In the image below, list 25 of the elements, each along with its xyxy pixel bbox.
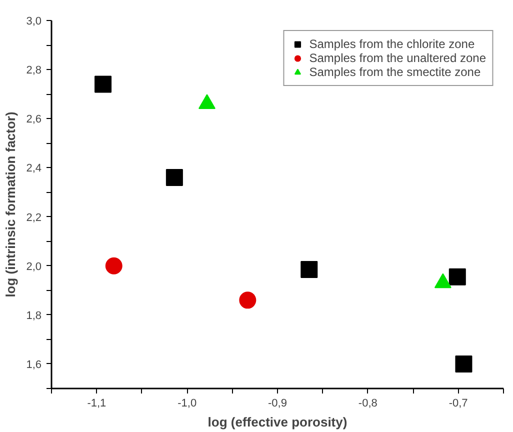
legend-label: Samples from the smectite zone [309, 65, 481, 79]
x-tick-label: -0,8 [358, 398, 378, 410]
point [166, 169, 183, 186]
y-axis-title: log (intrinsic formation factor) [3, 112, 18, 298]
x-tick-label: -1,1 [87, 398, 106, 410]
y-tick-label: 2,6 [26, 114, 42, 126]
y-tick-label: 2,8 [26, 64, 42, 77]
y-tick-label: 2,0 [26, 260, 42, 273]
y-tick-label: 1,8 [26, 310, 42, 322]
legend-label: Samples from the unaltered zone [309, 51, 486, 65]
y-tick-label: 2,4 [26, 162, 42, 175]
x-tick-label: -1,0 [178, 398, 197, 410]
y-tick-label: 2,2 [26, 212, 42, 224]
point [105, 257, 122, 274]
point [300, 261, 318, 278]
x-tick-label: -0,7 [448, 398, 468, 410]
point [94, 76, 112, 93]
x-axis-title: log (effective porosity) [208, 414, 348, 430]
point [448, 268, 466, 286]
x-tick-label: -0,9 [268, 398, 287, 410]
y-tick-label: 3,0 [26, 16, 42, 28]
legend-label: Samples from the chlorite zone [309, 37, 475, 51]
y-tick-label: 1,6 [26, 358, 42, 371]
point [239, 292, 256, 309]
point [455, 355, 472, 372]
